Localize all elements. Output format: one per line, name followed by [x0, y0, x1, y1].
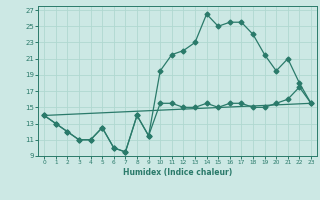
X-axis label: Humidex (Indice chaleur): Humidex (Indice chaleur) — [123, 168, 232, 177]
